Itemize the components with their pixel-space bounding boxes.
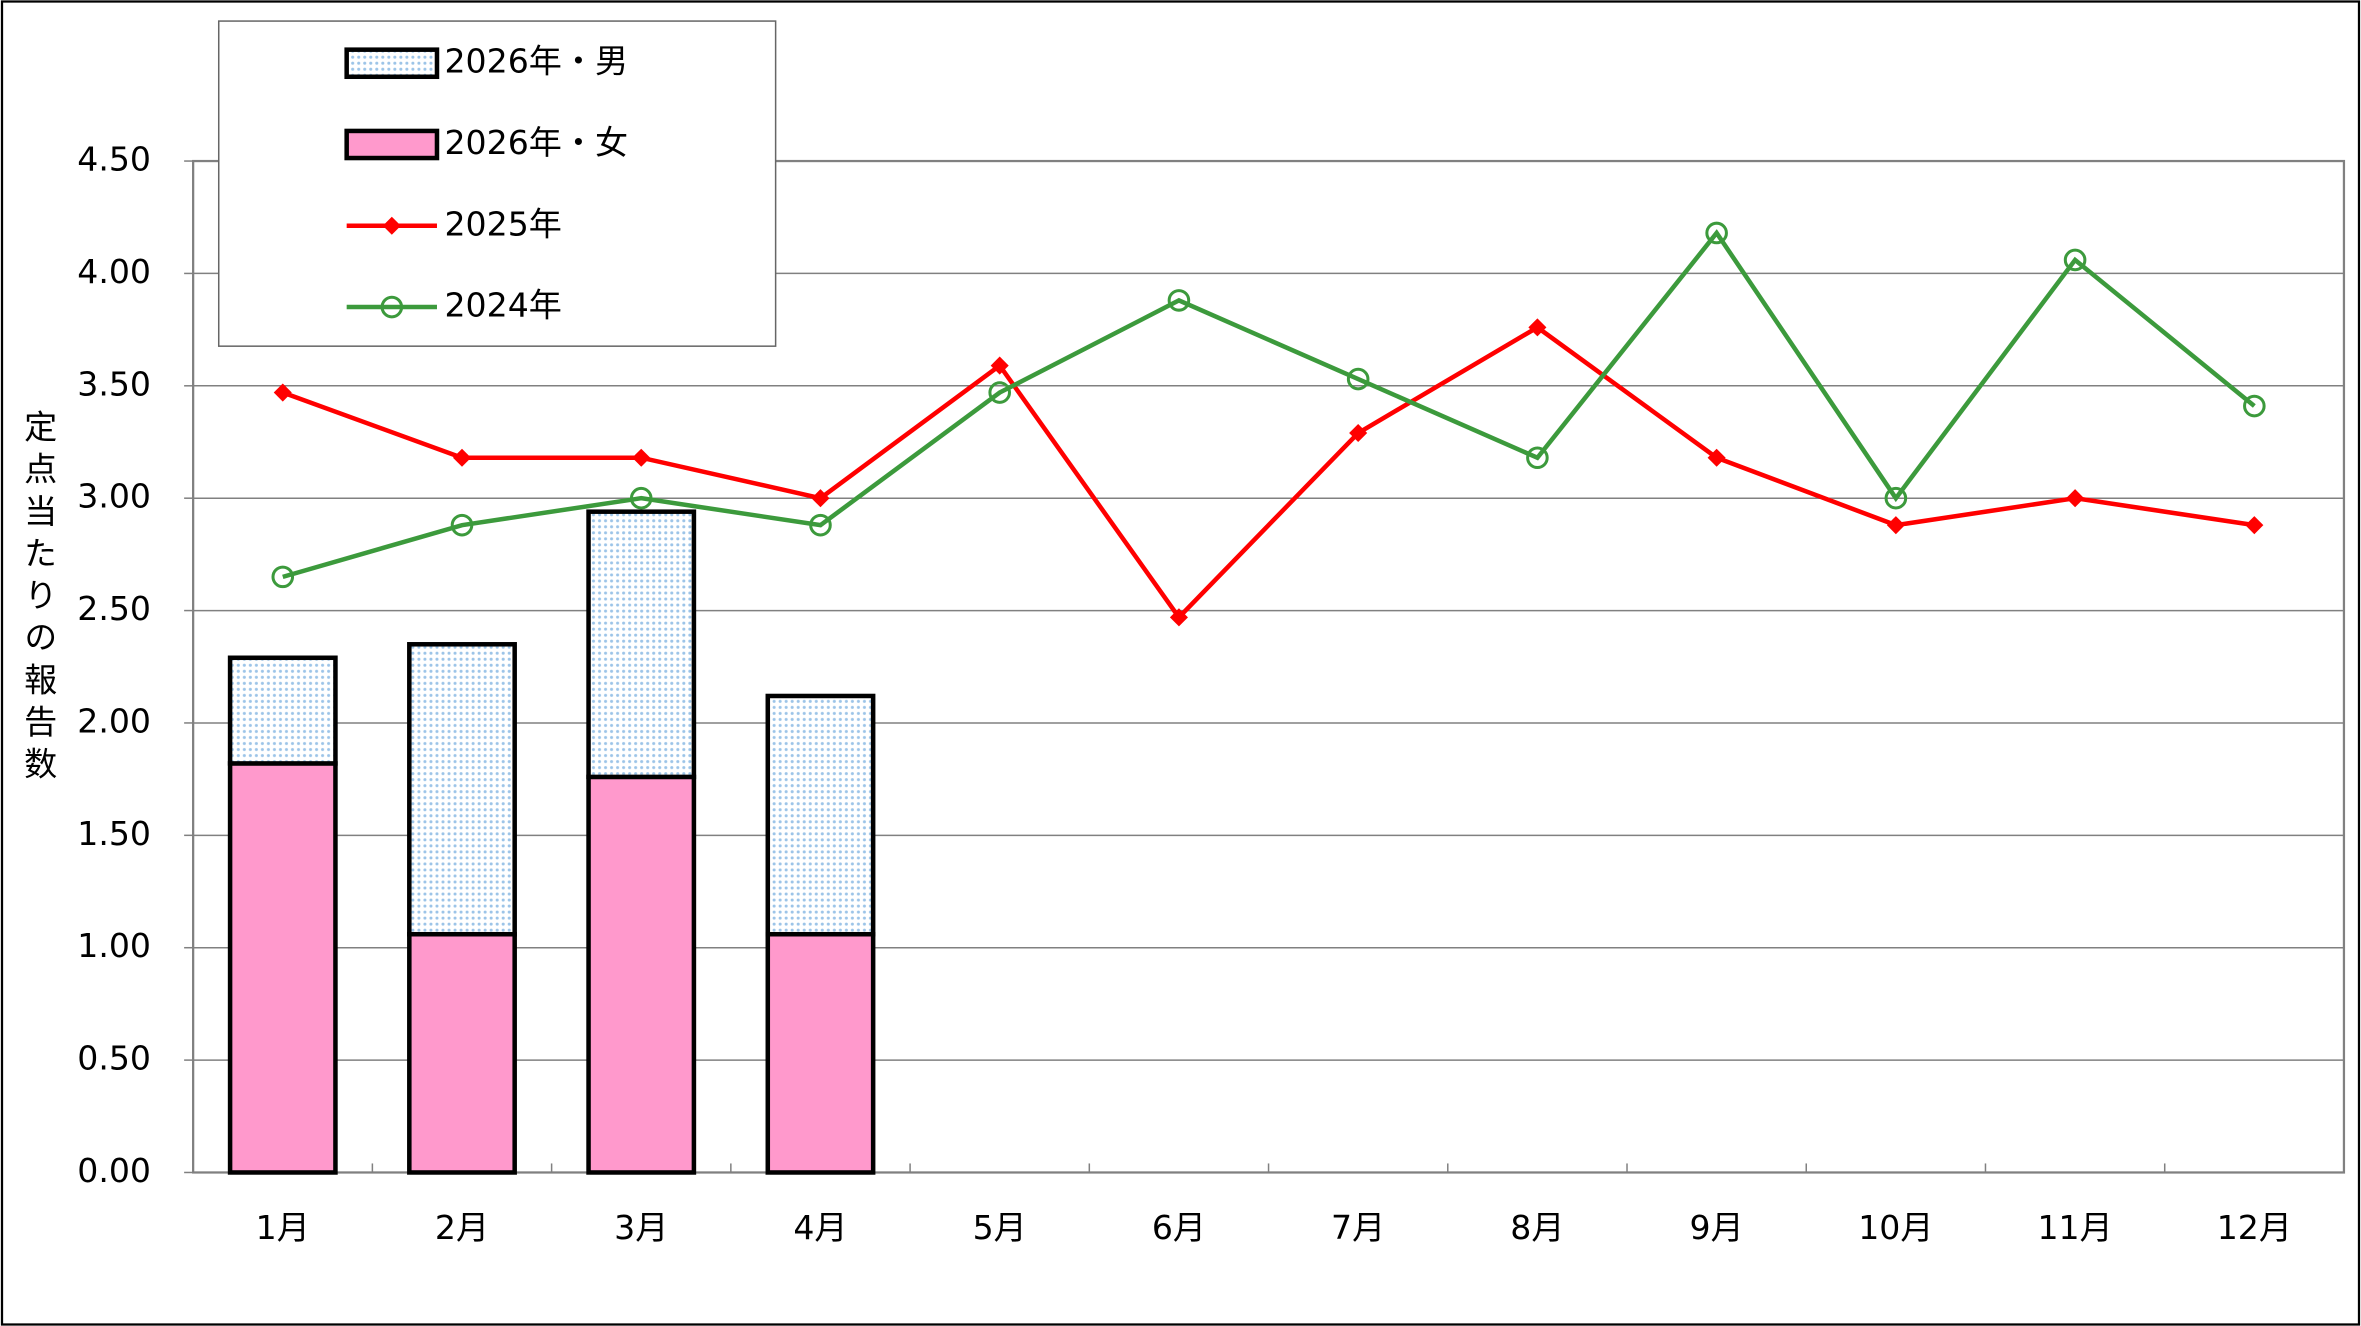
y-tick-label: 1.00 <box>77 926 151 965</box>
y-tick-label: 2.50 <box>77 589 151 628</box>
point <box>1707 448 1726 467</box>
bar-segment <box>765 693 876 937</box>
point <box>2066 489 2085 508</box>
legend-label: 2026年・女 <box>445 123 629 162</box>
legend-marker <box>380 295 404 319</box>
y-tick-label: 0.50 <box>77 1039 151 1078</box>
point <box>811 489 830 508</box>
x-tick-label: 9月 <box>1690 1208 1744 1247</box>
point <box>271 565 295 589</box>
y-tick-label: 2.00 <box>77 701 151 740</box>
point <box>273 383 292 402</box>
legend-label: 2024年 <box>445 286 562 325</box>
legend-swatch <box>344 47 440 80</box>
point <box>450 513 474 537</box>
x-tick-label: 3月 <box>614 1208 668 1247</box>
bar-segment <box>765 931 876 1175</box>
bar-segment <box>227 655 338 766</box>
point <box>1705 221 1728 245</box>
legend-label: 2025年 <box>445 204 562 243</box>
bar-segment <box>407 642 517 937</box>
y-tick-label: 0.00 <box>77 1151 151 1190</box>
legend-marker <box>382 216 401 235</box>
x-tick-label: 5月 <box>973 1208 1027 1247</box>
y-tick-label: 4.00 <box>77 252 151 291</box>
y-tick-label: 4.50 <box>77 140 151 179</box>
line-series <box>281 324 2255 621</box>
x-tick-label: 11月 <box>2037 1208 2112 1247</box>
legend-swatch <box>344 128 440 161</box>
legend: 2026年・男 2026年・女 2025年 2024年 <box>217 20 777 347</box>
point <box>1346 367 1370 391</box>
line-series <box>282 229 2256 580</box>
point <box>1349 423 1368 443</box>
point <box>2063 248 2087 272</box>
bar-segment <box>407 931 517 1175</box>
bar-segment <box>227 761 338 1175</box>
legend-label: 2026年・男 <box>445 42 629 81</box>
bar-segment <box>586 774 697 1175</box>
x-tick-label: 1月 <box>256 1208 310 1247</box>
point <box>1884 486 1908 510</box>
x-tick-label: 4月 <box>793 1208 847 1247</box>
point <box>2245 516 2264 535</box>
point <box>1886 516 1905 535</box>
point <box>632 448 651 467</box>
x-tick-label: 12月 <box>2217 1208 2292 1247</box>
y-tick-label: 3.50 <box>77 364 151 403</box>
point <box>2243 394 2266 418</box>
bar-segment <box>586 509 697 780</box>
x-tick-label: 10月 <box>1858 1208 1933 1247</box>
x-tick-label: 6月 <box>1152 1208 1206 1247</box>
y-tick-label: 1.50 <box>77 814 151 853</box>
x-tick-label: 8月 <box>1510 1208 1564 1247</box>
x-tick-label: 7月 <box>1331 1208 1385 1247</box>
point <box>1167 289 1191 312</box>
x-tick-label: 2月 <box>435 1208 489 1247</box>
point <box>452 448 472 467</box>
plot-area: 0.00 0.50 1.00 1.50 2.00 2.50 3.00 3.50 4.00 4.50… <box>77 140 2346 1247</box>
point <box>988 381 1011 404</box>
y-axis-label: 定点当たりの報告数 <box>19 409 58 788</box>
point <box>629 486 653 510</box>
point <box>809 513 832 537</box>
y-tick-label: 3.00 <box>77 477 151 516</box>
legend-box <box>217 20 777 347</box>
point <box>1526 446 1549 470</box>
